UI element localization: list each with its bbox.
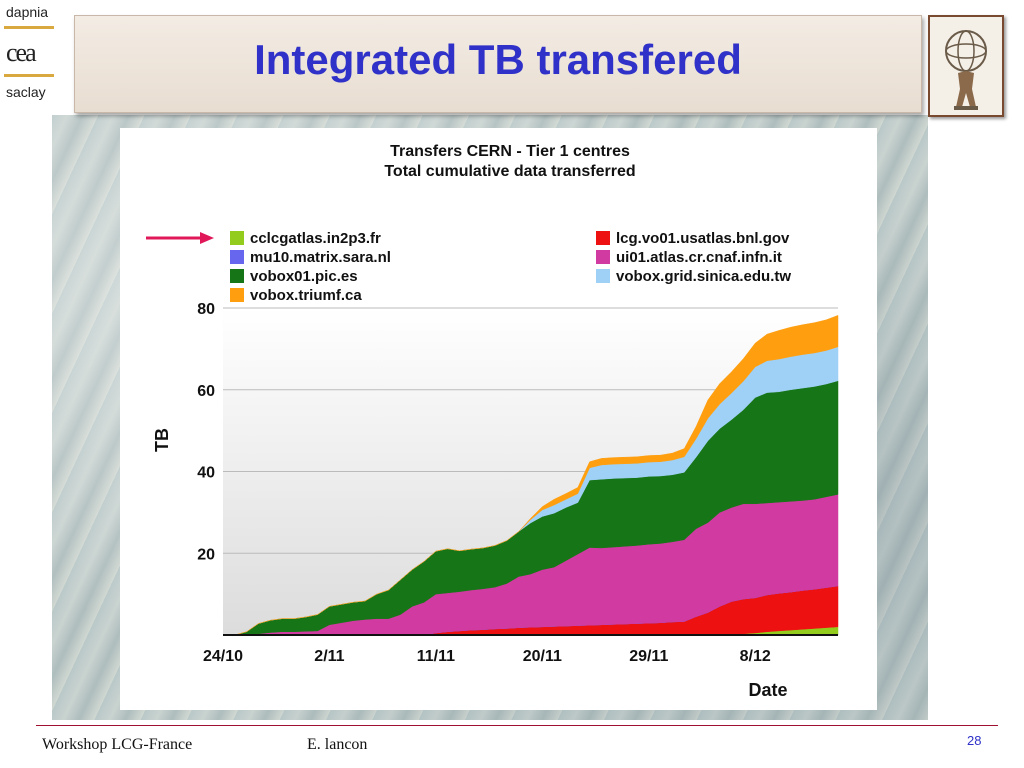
logo-bottom-text: saclay (6, 84, 46, 100)
x-tick-label: 29/11 (629, 648, 668, 665)
legend-label-mu10-matrix-sara-nl: mu10.matrix.sara.nl (250, 249, 391, 266)
legend-label-lcg-vo01-usatlas-bnl-gov: lcg.vo01.usatlas.bnl.gov (616, 230, 790, 247)
legend-label-vobox-triumf-ca: vobox.triumf.ca (250, 287, 362, 304)
title-banner: Integrated TB transfered (74, 15, 922, 113)
plot-area: 20 40 60 80 24/10 2/11 11/11 20/11 29/11 8/12 (197, 301, 839, 665)
logo-bar-top (4, 26, 54, 29)
x-tick-label: 20/11 (523, 648, 562, 665)
chart-title: Transfers CERN - Tier 1 centres (390, 143, 630, 160)
legend-label-vobox-grid-sinica-edu-tw: vobox.grid.sinica.edu.tw (616, 268, 791, 285)
legend-swatch-vobox-grid-sinica-edu-tw (596, 269, 610, 283)
footer-divider (36, 725, 998, 726)
x-tick-label: 2/11 (314, 648, 344, 665)
y-tick-label: 60 (197, 383, 215, 400)
y-tick-label: 40 (197, 465, 215, 482)
logo-bar-bottom (4, 74, 54, 77)
y-axis-label: TB (152, 428, 172, 452)
legend-swatch-cclcgatlas-in2p3-fr (230, 231, 244, 245)
area-series-vobox-triumf-ca (223, 314, 839, 636)
dapnia-cea-saclay-logo: dapnia cea saclay (0, 0, 56, 112)
legend-swatch-ui01-atlas-cr-cnaf-infn-it (596, 250, 610, 264)
chart-legend: cclcgatlas.in2p3.fr lcg.vo01.usatlas.bnl.… (230, 230, 791, 304)
legend-label-vobox01-pic-es: vobox01.pic.es (250, 268, 358, 285)
chart-subtitle: Total cumulative data transferred (384, 163, 635, 180)
y-tick-label: 80 (197, 301, 215, 318)
legend-label-ui01-atlas-cr-cnaf-infn-it: ui01.atlas.cr.cnaf.infn.it (616, 249, 782, 266)
chart-card: Transfers CERN - Tier 1 centres Total cu… (120, 128, 877, 710)
legend-label-cclcgatlas-in2p3-fr: cclcgatlas.in2p3.fr (250, 230, 381, 247)
footer-event: Workshop LCG-France (42, 736, 193, 753)
x-tick-label: 24/10 (203, 648, 243, 665)
logo-top-text: dapnia (6, 4, 49, 20)
x-tick-label: 11/11 (417, 648, 455, 665)
x-tick-label: 8/12 (740, 648, 771, 665)
stacked-area-chart: Transfers CERN - Tier 1 centres Total cu… (146, 143, 839, 700)
atlas-logo (928, 15, 1004, 117)
page-number: 28 (967, 733, 982, 748)
logo-middle-text: cea (6, 38, 37, 67)
x-axis-label: Date (748, 680, 787, 700)
legend-swatch-lcg-vo01-usatlas-bnl-gov (596, 231, 610, 245)
slide-title: Integrated TB transfered (254, 36, 742, 83)
atlas-figure-icon (945, 30, 987, 110)
legend-swatch-mu10-matrix-sara-nl (230, 250, 244, 264)
footer-author: E. lancon (307, 736, 368, 753)
legend-swatch-vobox01-pic-es (230, 269, 244, 283)
legend-swatch-vobox-triumf-ca (230, 288, 244, 302)
y-tick-label: 20 (197, 546, 215, 563)
pointer-arrow-icon (200, 232, 214, 244)
